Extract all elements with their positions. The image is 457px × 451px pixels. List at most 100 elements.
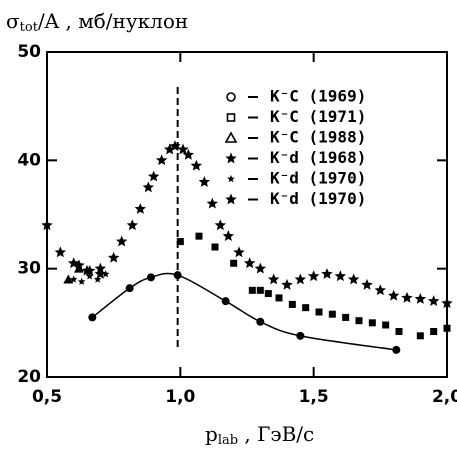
point (361, 278, 373, 290)
plot-frame (46, 51, 448, 378)
point (182, 148, 195, 160)
point (147, 273, 155, 282)
x-label-text: , ГэВ/с (238, 422, 314, 446)
point (256, 286, 264, 294)
legend-label: K⁻C (1971) (270, 107, 366, 126)
legend-label: K⁻C (1988) (270, 128, 366, 147)
point (222, 230, 235, 242)
fit-line (91, 272, 397, 351)
point (93, 275, 102, 283)
point (307, 270, 320, 282)
point (101, 270, 110, 278)
point (395, 328, 403, 335)
point (347, 273, 360, 285)
point (74, 263, 84, 273)
point (441, 297, 453, 309)
point (368, 319, 376, 327)
x-tick-label: 2,0 (432, 387, 457, 407)
point (54, 246, 67, 258)
point (264, 290, 272, 298)
point (281, 278, 293, 290)
point (41, 219, 53, 231)
point (427, 295, 440, 307)
point (254, 262, 267, 274)
point (374, 284, 387, 296)
point (83, 264, 96, 276)
legend-marker (227, 175, 235, 183)
point (77, 277, 86, 285)
legend-label: K⁻d (1970) (270, 169, 366, 188)
point (195, 232, 203, 240)
point (443, 324, 451, 332)
legend-marker (224, 131, 238, 143)
point (414, 293, 427, 304)
point (243, 257, 256, 269)
legend-label: K⁻d (1970) (270, 189, 366, 208)
y-tick-label: 50 (17, 42, 41, 62)
y-tick-label: 40 (17, 150, 41, 170)
y-label-symbol: σ (6, 9, 20, 33)
point (63, 274, 74, 284)
point (267, 273, 280, 285)
point (134, 203, 147, 214)
point (85, 272, 94, 280)
y-axis-label: σtot/A , мб/нуклон (6, 9, 188, 35)
point (115, 235, 128, 247)
point (342, 313, 350, 321)
point (214, 219, 227, 231)
point (69, 275, 78, 283)
point (163, 143, 176, 155)
point (387, 289, 400, 301)
point (176, 238, 184, 246)
point (198, 176, 211, 187)
point (296, 331, 305, 340)
x-tick-label: 1,5 (299, 387, 329, 407)
point (321, 268, 333, 279)
x-label-symbol: p (205, 422, 218, 446)
x-tick-label: 1,0 (165, 387, 195, 407)
y-label-sub: tot (20, 20, 39, 35)
point (173, 271, 182, 280)
point (169, 140, 181, 152)
point (221, 297, 230, 306)
point (125, 284, 134, 293)
point (233, 246, 245, 258)
legend-marker (225, 193, 237, 205)
point (142, 181, 155, 193)
point (206, 197, 219, 209)
point (256, 317, 265, 326)
point (288, 300, 296, 308)
legend-label: K⁻C (1969) (270, 87, 366, 106)
point (177, 143, 189, 155)
point (155, 154, 168, 166)
y-label-text: /A , мб/нуклон (38, 9, 188, 33)
point (107, 251, 120, 263)
point (275, 294, 283, 302)
point (302, 304, 310, 312)
point (230, 259, 238, 267)
point (88, 313, 97, 322)
point (328, 310, 336, 318)
point (334, 270, 347, 282)
x-label-sub: lab (218, 433, 238, 448)
point (355, 317, 363, 325)
point (401, 291, 413, 303)
legend-label: K⁻d (1968) (270, 148, 366, 167)
point (190, 159, 203, 171)
point (294, 273, 307, 285)
x-tick-label: 0,5 (32, 387, 62, 407)
point (94, 268, 107, 279)
x-axis-label: plab , ГэВ/с (205, 422, 314, 448)
point (147, 170, 160, 182)
point (392, 345, 401, 354)
point (382, 321, 390, 329)
legend-marker (225, 152, 237, 164)
point (73, 259, 85, 271)
legend-marker (226, 113, 236, 122)
y-tick-label: 20 (17, 367, 41, 387)
point (211, 243, 219, 251)
point (416, 332, 424, 340)
legend-marker (226, 92, 236, 102)
point (248, 286, 256, 294)
